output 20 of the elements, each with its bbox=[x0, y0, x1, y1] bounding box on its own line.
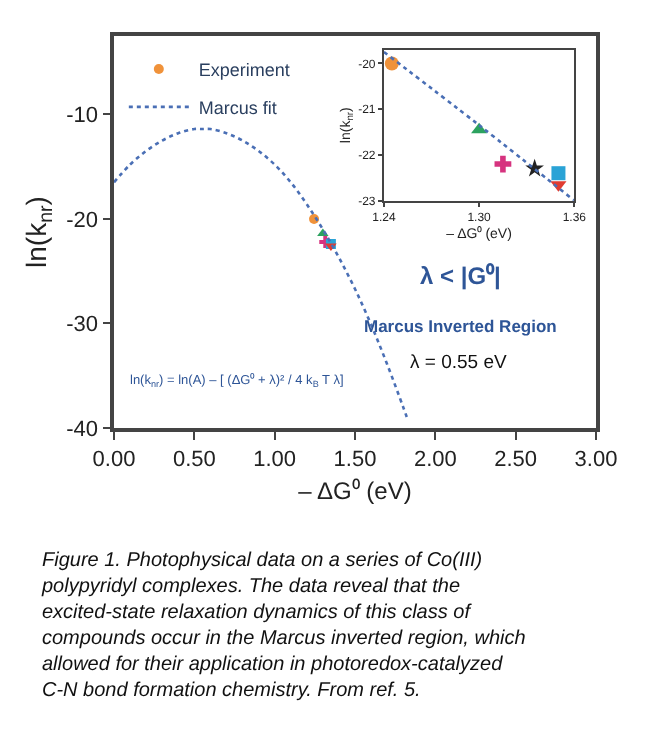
x-tick-label: 3.00 bbox=[574, 447, 618, 472]
annotation: λ = 0.55 eV bbox=[410, 352, 508, 374]
point bbox=[551, 166, 566, 181]
y-tick-label: -20 bbox=[66, 208, 99, 233]
caption: Figure 1. Photophysical data on a series of Co(III) polypyridyl complexes. The data reveal that the excited-state relaxation dynamics of this class of compounds occur in the Marcus inverted region, which allowed for their application in photoredox-catalyzed C-N bond formation chemistry. From ref. 5. bbox=[40, 550, 527, 702]
x-tick-label: 0.50 bbox=[172, 447, 216, 472]
x-axis-title: – ΔG⁰ (eV) bbox=[298, 476, 412, 505]
x-tick-label: 1.50 bbox=[333, 447, 377, 472]
annotation: Marcus Inverted Region bbox=[364, 316, 557, 336]
y-tick-label: -10 bbox=[66, 104, 99, 129]
legend-label: Experiment bbox=[198, 59, 291, 80]
x-tick-label: 0.00 bbox=[92, 447, 136, 472]
y-tick-label: -40 bbox=[66, 417, 99, 442]
x-tick-label: 1.00 bbox=[253, 447, 297, 472]
x-tick-label: 2.50 bbox=[494, 447, 538, 472]
legend-label: Marcus fit bbox=[198, 97, 278, 118]
y-tick-label: -30 bbox=[66, 313, 99, 338]
x-tick-label: 2.00 bbox=[413, 447, 457, 472]
point bbox=[494, 155, 512, 173]
annotation: λ < |G⁰| bbox=[420, 262, 501, 290]
